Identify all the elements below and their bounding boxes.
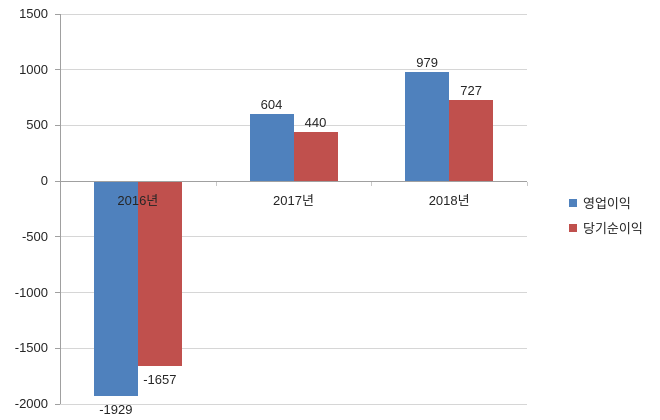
bar [293,132,338,182]
y-axis-label: 0 [40,173,48,189]
category-boundary-tick [527,182,528,187]
bar [249,113,294,182]
y-axis-tick [55,69,60,71]
category-label: 2017년 [273,193,314,208]
legend-item-operating-profit: 영업이익 [569,190,643,215]
y-axis-tick [55,236,60,238]
bar-value-label: 727 [460,83,482,99]
category-label: 2018년 [428,193,470,208]
gridline [60,13,527,15]
legend-label: 당기순이익 [583,221,643,236]
gridline [60,403,527,405]
y-axis-line [59,14,61,404]
category-label: 2016년 [117,193,159,208]
bar [137,181,182,366]
bar-value-label: -1929 [99,402,133,418]
y-axis-label: -500 [21,228,48,244]
y-axis-label: -1500 [14,340,48,356]
gridline [60,69,527,71]
y-axis-tick [55,13,60,15]
legend-label: 영업이익 [583,196,631,211]
bar [449,100,494,182]
legend: 영업이익 당기순이익 [569,190,643,240]
y-axis-label: -1000 [14,284,48,300]
y-axis-tick [55,403,60,405]
category-boundary-tick [371,182,373,187]
legend-swatch-blue-icon [569,198,577,207]
legend-swatch-red-icon [569,223,577,232]
legend-item-net-income: 당기순이익 [569,215,643,240]
bar [405,72,450,182]
category-boundary-tick [215,182,217,187]
gridline [60,347,527,349]
gridline [60,236,527,238]
bar-value-label: 604 [260,96,283,112]
gridline [60,292,527,294]
zero-axis-line [60,180,527,182]
bar-value-label: 440 [304,115,327,131]
gridline [60,124,527,126]
y-axis-label: -2000 [14,396,48,411]
bar-value-label: 979 [416,55,438,71]
y-axis-tick [55,180,60,182]
y-axis-tick [55,124,60,126]
y-axis-tick [55,347,60,349]
bar [93,181,138,397]
y-axis-tick [55,292,60,294]
y-axis-label: 1000 [19,61,48,77]
y-axis-label: 1500 [19,6,48,21]
y-axis-label: 500 [26,117,48,133]
bar-value-label: -1657 [143,371,177,387]
